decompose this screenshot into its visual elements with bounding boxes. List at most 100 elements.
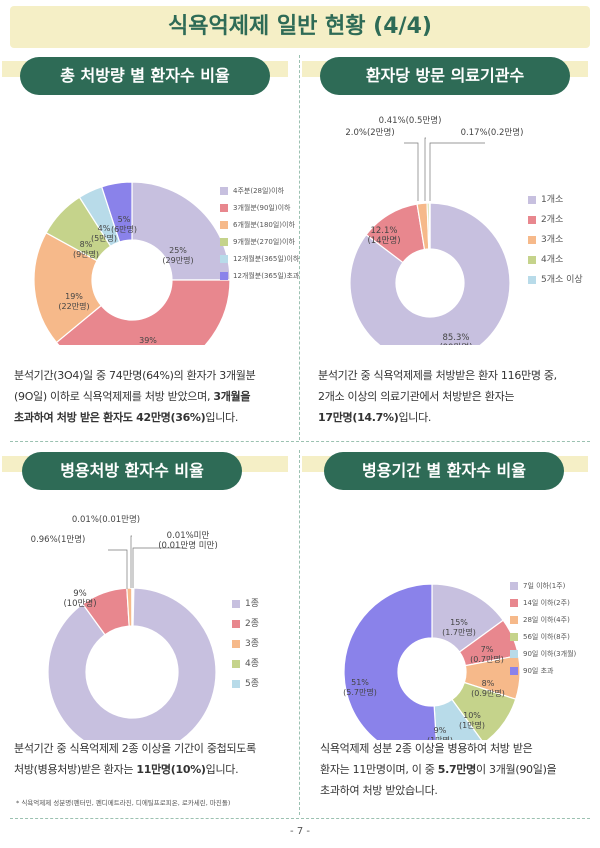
legend-item: 3개월분(90일)이하: [220, 200, 299, 217]
callout-line: [108, 549, 128, 589]
donut-slice-5: [131, 587, 135, 627]
legend-swatch: [232, 660, 240, 668]
data-label: 19% (22만명): [58, 292, 89, 311]
data-label: 9%(1만명): [427, 726, 453, 740]
panel-title: 병용기간 별 환자수 비율: [324, 452, 564, 490]
callout-line: [404, 142, 419, 201]
data-label: 8% (9만명): [73, 240, 99, 259]
chart-legend: 1종 2종 3종 4종 5종: [232, 594, 259, 694]
data-label: 0.01%(0.01만명): [72, 514, 140, 525]
donut-chart-total-prescription: 25%(29만명) 39%(46만명) 19%(22만명) 8%(9만명)4%(5만명…: [33, 181, 231, 345]
data-label: 39%(46만명): [132, 336, 163, 345]
donut-slice-6: [100, 181, 133, 243]
description-emphasis: 3개월을: [213, 390, 251, 403]
chart-legend: 1개소 2개소 3개소 4개소 5개소 이상: [528, 190, 583, 290]
data-label: 5% (6만명): [111, 215, 137, 234]
data-label: 51% (5.7만명): [343, 678, 377, 697]
callout-line: [130, 535, 132, 588]
description: 분석기간(3O4)일 중 74만명(64%)의 환자가 3개월분 (9O일) 이…: [14, 365, 284, 428]
legend-swatch: [510, 667, 518, 675]
donut-slice-2: [55, 279, 231, 345]
legend-swatch: [220, 272, 228, 280]
description-emphasis: 11만명(10%): [136, 763, 206, 776]
donut-slice-1: [47, 587, 217, 740]
legend-swatch: [220, 238, 228, 246]
legend-label: 7일 이하(1주): [523, 582, 566, 590]
description-line: 환자는 11만명이며, 이 중: [320, 763, 438, 776]
donut-slice-4: [451, 681, 517, 740]
legend-item: 56일 이하(8주): [510, 629, 576, 646]
data-label: 0.17%(0.2만명): [461, 127, 524, 138]
panel-title: 총 처방량 별 환자수 비율: [20, 57, 270, 95]
description-line: 식욕억제제 성분 2종 이상을 병용하여 처방 받은: [320, 742, 533, 755]
legend-item: 12개월분(365일)이하: [220, 251, 299, 268]
description-line: 입니다.: [205, 411, 239, 424]
description-line: (9O일) 이하로 식욕억제제를 처방 받았으며,: [14, 390, 214, 403]
legend-swatch: [220, 204, 228, 212]
description-line: 분석기간(3O4)일 중 74만명(64%)의 환자가 3개월분: [14, 369, 256, 382]
donut-slice-1: [349, 202, 511, 345]
title-band: 식욕억제제 일반 현황 (4/4): [10, 6, 590, 48]
legend-label: 12개월분(365일)초과: [233, 272, 300, 280]
legend-item: 4종: [232, 654, 259, 674]
legend-item: 3개소: [528, 230, 583, 250]
data-label: 0.41%(0.5만명): [379, 115, 442, 126]
legend-item: 4개소: [528, 250, 583, 270]
legend-label: 2개소: [541, 215, 564, 225]
legend-swatch: [232, 620, 240, 628]
legend-label: 2종: [245, 619, 260, 629]
legend-item: 4주분(28일)이하: [220, 183, 299, 200]
legend-label: 3개월분(90일)이하: [233, 204, 291, 212]
data-label: 0.96%(1만명): [31, 534, 86, 545]
legend-item: 90일 초과: [510, 663, 576, 680]
page-number: - 7 -: [290, 826, 310, 837]
legend-swatch: [510, 599, 518, 607]
legend-swatch: [528, 276, 536, 284]
chart-legend: 7일 이하(1주) 14일 이하(2주) 28일 이하(4주) 56일 이하(8주) 9…: [510, 578, 576, 680]
divider-vertical-bottom: [299, 450, 300, 815]
panel-combined-prescription: 병용처방 환자수 비율 90%(105만명)9%(10만명)0.96%(1만명)…: [0, 450, 290, 835]
legend-item: 3종: [232, 634, 259, 654]
data-label: 7% (0.7만명): [470, 645, 504, 664]
divider-vertical-top: [299, 55, 300, 440]
donut-chart-institutions: 85.3%(99만명) 12.1%(14만명) 2.0%(2만명)0.41%(0.5…: [345, 115, 524, 345]
legend-item: 5개소 이상: [528, 270, 583, 290]
panel-institutions-per-patient: 환자당 방문 의료기관수 85.3%(99만명) 12.1%(14만명) 2.0%(…: [300, 55, 590, 440]
footnote: * 식욕억제제 성분명(펜터민, 펜디메트라진, 디에틸프로피온, 로카세린, …: [16, 799, 231, 807]
legend-swatch: [528, 196, 536, 204]
legend-swatch: [510, 582, 518, 590]
legend-item: 90일 이하(3개월): [510, 646, 576, 663]
legend-label: 5개소 이상: [541, 275, 583, 285]
legend-swatch: [232, 640, 240, 648]
description-line: 처방(병용처방)받은 환자는: [14, 763, 137, 776]
description-line: 분석기간 중 식욕억제제 2종 이상을 기간이 중첩되도록: [14, 742, 256, 755]
bottom-divider: [10, 818, 590, 819]
legend-item: 1개소: [528, 190, 583, 210]
legend-item: 2개소: [528, 210, 583, 230]
legend-swatch: [232, 680, 240, 688]
legend-label: 4종: [245, 659, 260, 669]
legend-label: 12개월분(365일)이하: [233, 255, 300, 263]
page-title: 식욕억제제 일반 현황 (4/4): [168, 14, 432, 39]
legend-item: 2종: [232, 614, 259, 634]
data-label: 8% (0.9만명): [471, 679, 505, 698]
legend-label: 28일 이하(4주): [523, 616, 570, 624]
data-label: 10% (1만명): [459, 711, 485, 730]
legend-label: 3종: [245, 639, 260, 649]
description-emphasis: 5.7만명: [437, 763, 477, 776]
legend-label: 1종: [245, 599, 260, 609]
description-line: 입니다.: [205, 763, 239, 776]
legend-label: 90일 이하(3개월): [523, 650, 577, 658]
description: 분석기간 중 식욕억제제 2종 이상을 기간이 중첩되도록 처방(병용처방)받은…: [14, 738, 284, 780]
legend-item: 14일 이하(2주): [510, 595, 576, 612]
description-line: 입니다.: [398, 411, 432, 424]
donut-chart-combined: 90%(105만명)9%(10만명)0.96%(1만명)0.01%(0.01만명…: [31, 514, 218, 740]
legend-swatch: [528, 256, 536, 264]
legend-item: 9개월분(270일)이하: [220, 234, 299, 251]
chart-legend: 4주분(28일)이하 3개월분(90일)이하 6개월분(180일)이하 9개월분(27…: [220, 183, 299, 285]
description-line: 2개소 이상의 의료기관에서 처방받은 환자는: [318, 390, 515, 403]
legend-swatch: [220, 221, 228, 229]
callout-line: [424, 137, 426, 201]
legend-label: 4주분(28일)이하: [233, 187, 285, 195]
divider-horizontal: [10, 441, 590, 442]
